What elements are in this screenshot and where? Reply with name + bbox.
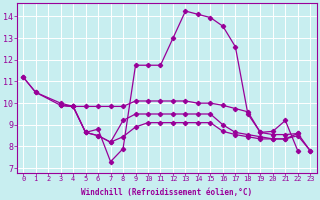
X-axis label: Windchill (Refroidissement éolien,°C): Windchill (Refroidissement éolien,°C) <box>81 188 252 197</box>
